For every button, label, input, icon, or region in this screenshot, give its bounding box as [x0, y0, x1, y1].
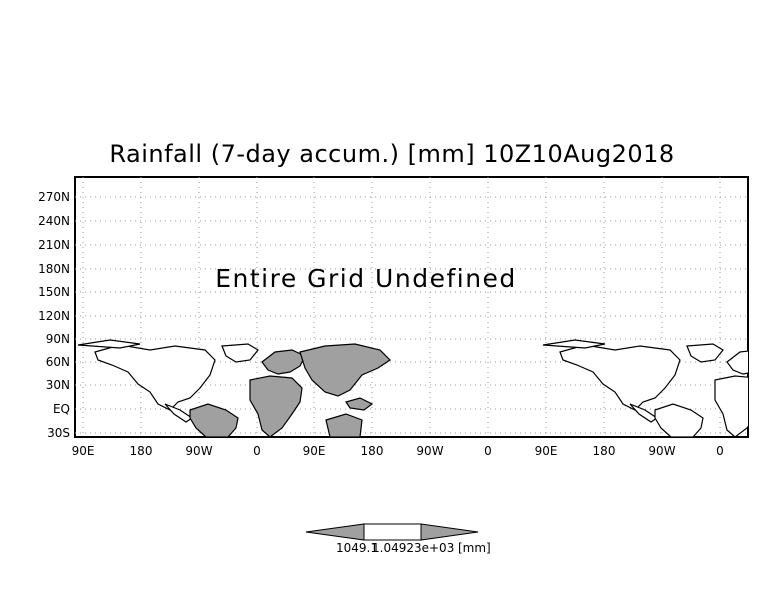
colorbar-low-label: 1049.1 [336, 541, 378, 555]
latitude-labels: 270N 240N 210N 180N 150N 120N 90N 60N 30N EQ 30S [38, 190, 70, 440]
lat-label: 210N [38, 238, 70, 252]
continents [77, 339, 748, 437]
colorbar-left-arrow [305, 523, 365, 541]
colorbar-center-box [363, 523, 422, 541]
colorbar-right-arrow [420, 523, 479, 541]
lon-label: 90E [303, 444, 326, 458]
undefined-grid-message: Entire Grid Undefined [215, 264, 517, 293]
lon-label: 180 [361, 444, 384, 458]
colorbar [305, 523, 479, 541]
lon-label: 90E [535, 444, 558, 458]
lon-label: 0 [716, 444, 724, 458]
lon-label: 0 [484, 444, 492, 458]
lat-label: 150N [38, 285, 70, 299]
lat-label: 270N [38, 190, 70, 204]
lon-label: 180 [593, 444, 616, 458]
lat-label: 120N [38, 309, 70, 323]
lon-label: 90E [72, 444, 95, 458]
lon-label: 90W [185, 444, 212, 458]
map-title: Rainfall (7-day accum.) [mm] 10Z10Aug201… [109, 140, 675, 168]
lon-label: 180 [130, 444, 153, 458]
world-map-copy-2 [542, 339, 748, 437]
lat-label: 30S [47, 426, 70, 440]
world-map-copy-1 [77, 339, 391, 437]
lon-label: 0 [253, 444, 261, 458]
lat-label: EQ [53, 402, 70, 416]
lat-label: 240N [38, 214, 70, 228]
lon-label: 90W [648, 444, 675, 458]
colorbar-high-label: 1.04923e+03 [372, 541, 455, 555]
colorbar-unit-label: [mm] [458, 541, 491, 555]
lat-label: 180N [38, 262, 70, 276]
lon-label: 90W [416, 444, 443, 458]
longitude-labels: 90E 180 90W 0 90E 180 90W 0 90E 180 90W 0 [72, 444, 724, 458]
lat-label: 30N [46, 378, 70, 392]
lat-label: 60N [46, 355, 70, 369]
lat-label: 90N [46, 332, 70, 346]
